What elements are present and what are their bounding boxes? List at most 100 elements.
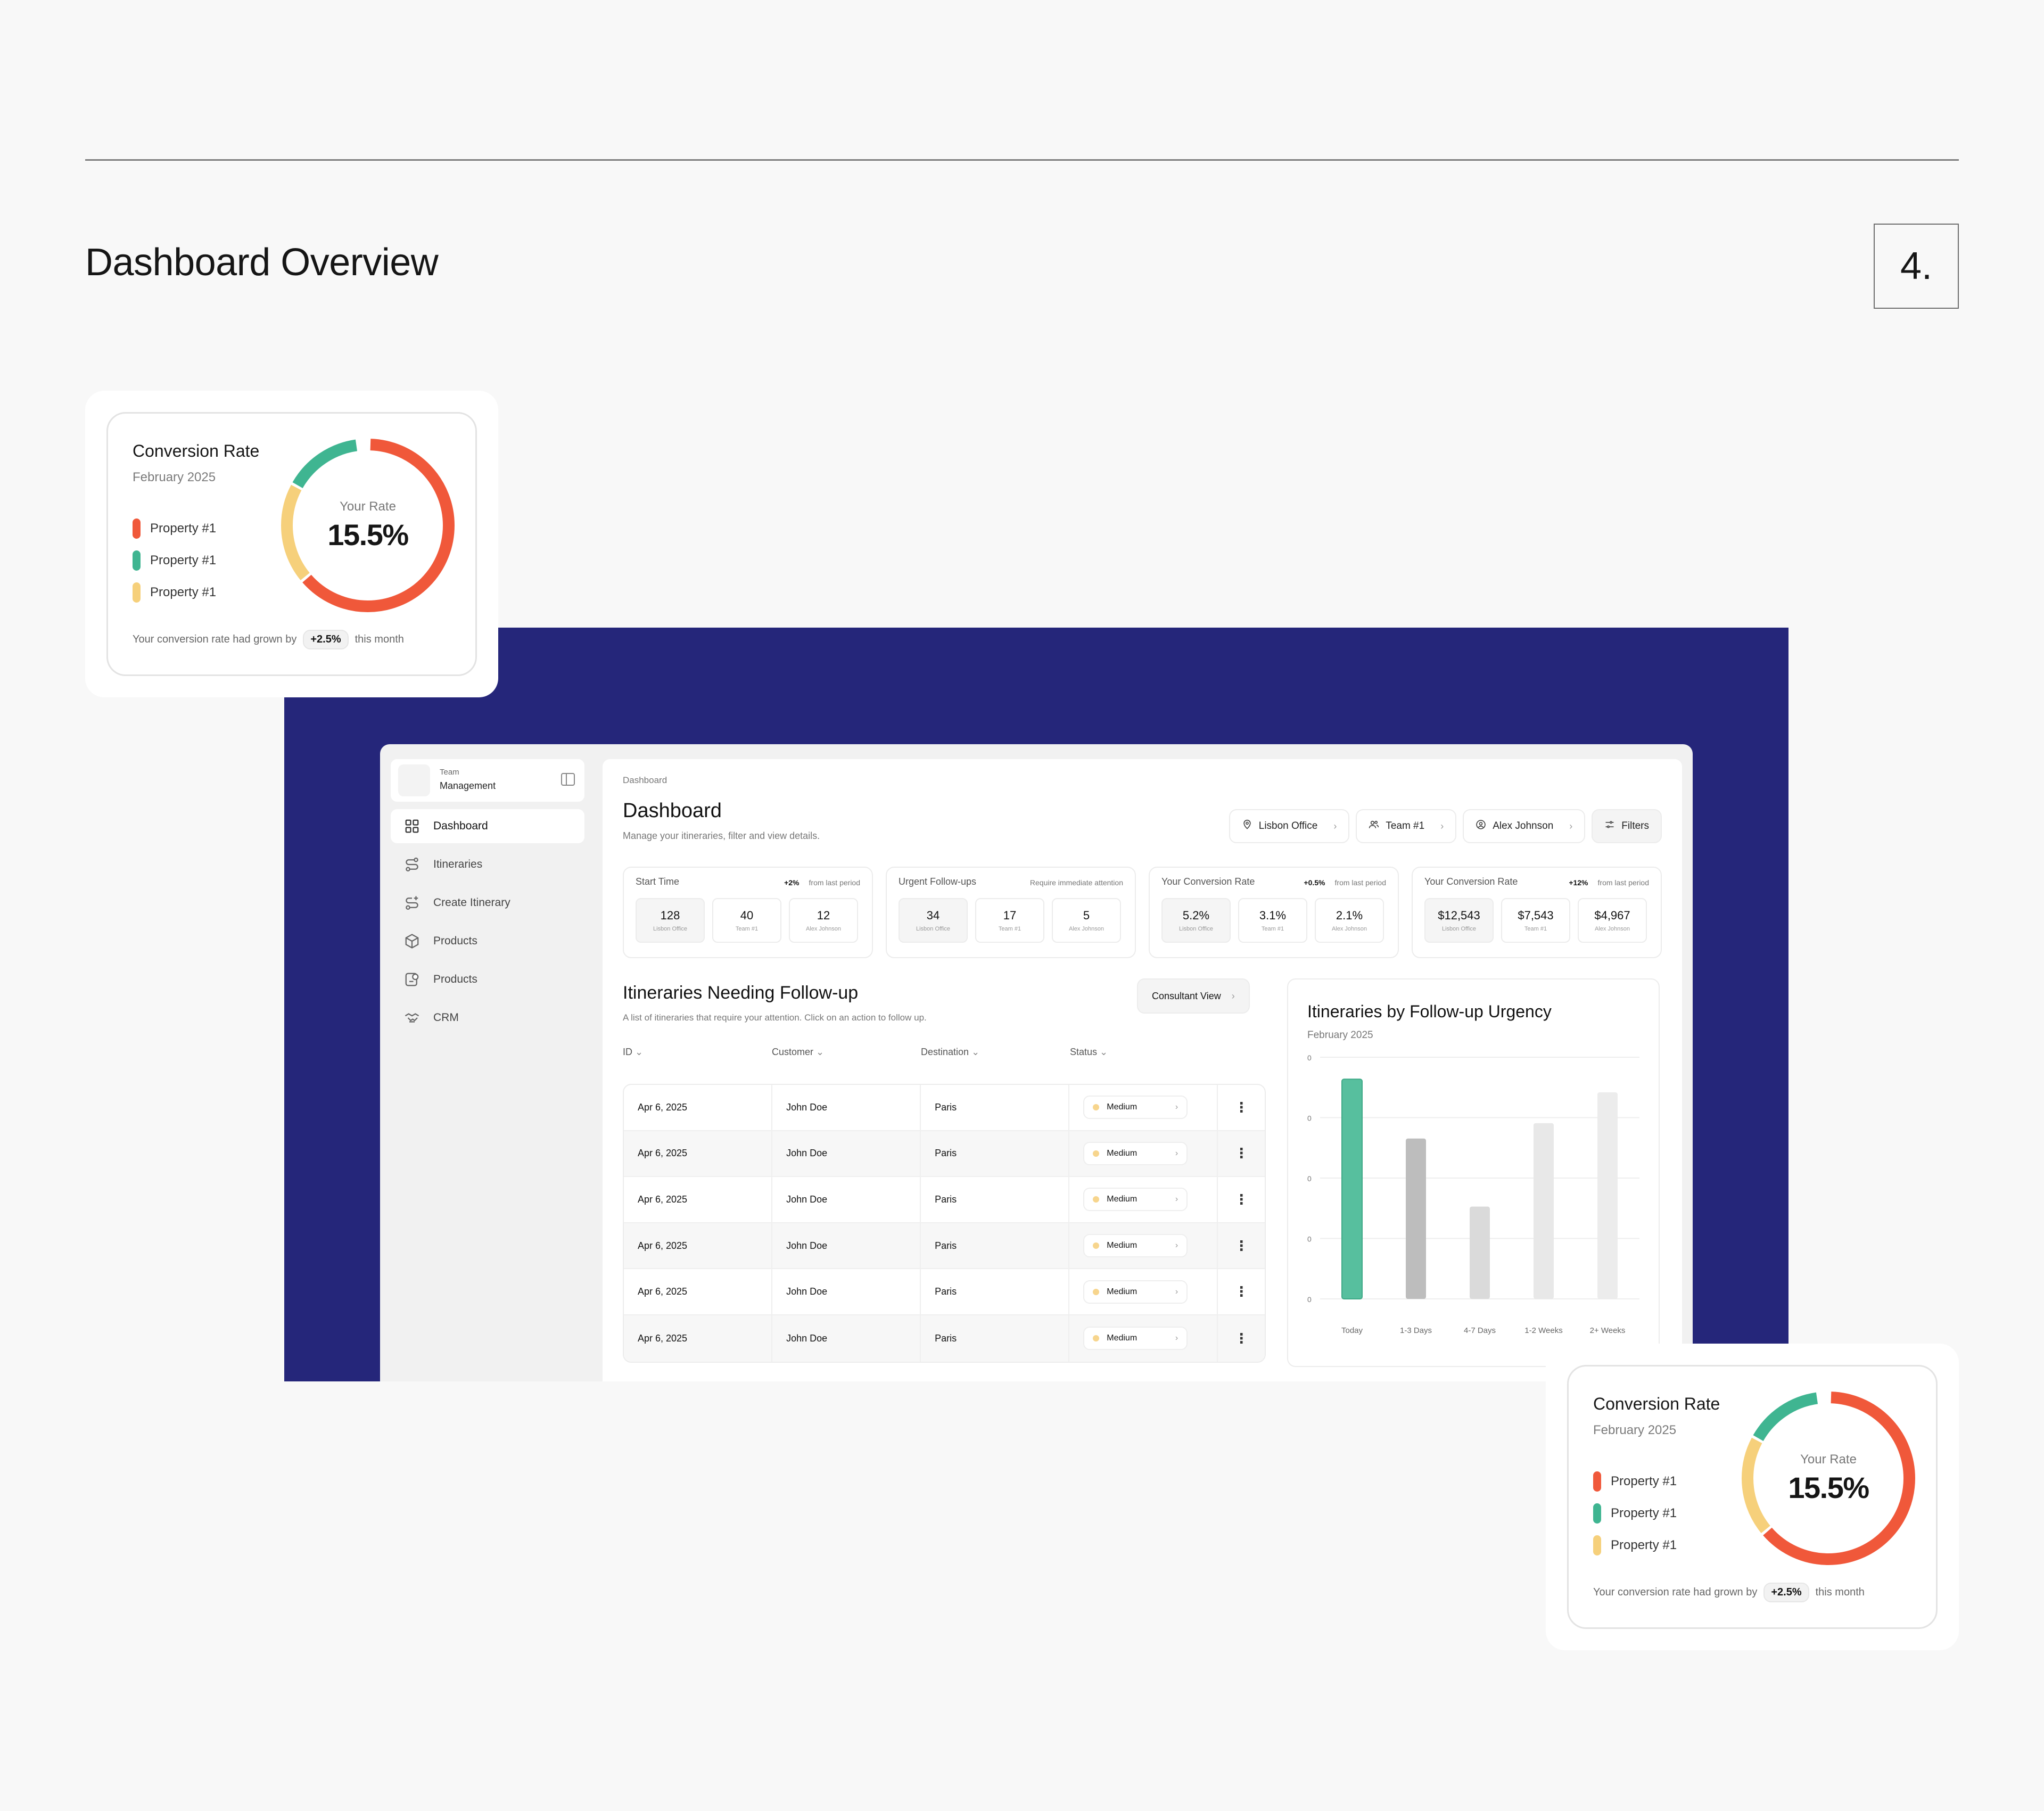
legend-swatch <box>133 550 141 571</box>
cell-customer: John Doe <box>772 1085 921 1130</box>
status-badge[interactable]: Medium › <box>1083 1188 1188 1212</box>
cell-status: Medium › <box>1069 1269 1218 1314</box>
stat-box[interactable]: 12 Alex Johnson <box>789 898 858 943</box>
urgency-chart-card: Itineraries by Follow-up Urgency Februar… <box>1287 978 1660 1367</box>
filter-office[interactable]: Lisbon Office › <box>1229 809 1350 843</box>
chevron-right-icon: › <box>1175 1148 1178 1158</box>
team-switcher[interactable]: Team Management <box>391 759 584 802</box>
filter-team[interactable]: Team #1 › <box>1356 809 1457 843</box>
more-options-icon[interactable]: ⋮ <box>1234 1191 1249 1207</box>
chevron-down-icon: ⌄ <box>971 1047 980 1057</box>
stat-box[interactable]: 34 Lisbon Office <box>899 898 968 943</box>
cell-customer: John Doe <box>772 1177 921 1222</box>
team-name: Management <box>440 780 496 791</box>
cell-customer: John Doe <box>772 1315 921 1362</box>
sidebar-item-itineraries[interactable]: Itineraries <box>391 847 584 882</box>
breadcrumb[interactable]: Dashboard <box>623 775 667 785</box>
conversion-legend: Property #1 Property #1 Property #1 <box>133 513 216 608</box>
page-title: Dashboard Overview <box>85 241 439 284</box>
status-badge[interactable]: Medium › <box>1083 1327 1188 1351</box>
cell-status: Medium › <box>1069 1085 1218 1130</box>
stat-delta: Require immediate attention <box>1029 878 1123 887</box>
status-dot <box>1093 1196 1100 1203</box>
column-header-destination[interactable]: Destination ⌄ <box>921 1047 980 1057</box>
stat-box[interactable]: 2.1% Alex Johnson <box>1315 898 1384 943</box>
stat-box[interactable]: $4,967 Alex Johnson <box>1578 898 1647 943</box>
donut-center: Your Rate 15.5% <box>1738 1388 1919 1569</box>
column-header-status[interactable]: Status ⌄ <box>1070 1047 1108 1057</box>
table-row[interactable]: Apr 6, 2025 John Doe Paris Medium › ⋮ <box>624 1223 1265 1270</box>
sidebar-item-create-itinerary[interactable]: Create Itinerary <box>391 886 584 920</box>
table-row[interactable]: Apr 6, 2025 John Doe Paris Medium › ⋮ <box>624 1085 1265 1131</box>
stat-title: Your Conversion Rate <box>1424 876 1518 887</box>
route-plus-icon <box>403 894 421 911</box>
column-header-id[interactable]: ID ⌄ <box>623 1047 644 1057</box>
bar-today[interactable] <box>1341 1079 1363 1299</box>
conversion-title: Conversion Rate <box>1593 1394 1720 1413</box>
sidebar-item-crm[interactable]: CRM <box>391 1001 584 1035</box>
stat-box[interactable]: 40 Team #1 <box>712 898 781 943</box>
sidebar-item-products[interactable]: Products <box>391 924 584 958</box>
sidebar-item-label: Itineraries <box>433 858 483 870</box>
stat-box[interactable]: 3.1% Team #1 <box>1238 898 1307 943</box>
status-dot <box>1093 1150 1100 1157</box>
sidebar-toggle-icon[interactable] <box>561 773 575 786</box>
cell-destination: Paris <box>921 1177 1070 1222</box>
status-badge[interactable]: Medium › <box>1083 1141 1188 1165</box>
cell-id: Apr 6, 2025 <box>624 1085 773 1130</box>
cell-destination: Paris <box>921 1269 1070 1314</box>
sidebar-item-products-2[interactable]: Products <box>391 962 584 997</box>
y-tick-label: 0 <box>1307 1174 1312 1183</box>
sidebar-nav: Dashboard Itineraries Create Itinerary P… <box>391 809 584 1039</box>
legend-swatch <box>133 518 141 539</box>
gear-box-icon <box>403 971 421 988</box>
stat-box[interactable]: 5 Alex Johnson <box>1052 898 1121 943</box>
more-options-icon[interactable]: ⋮ <box>1234 1099 1249 1115</box>
cell-destination: Paris <box>921 1315 1070 1362</box>
cell-destination: Paris <box>921 1131 1070 1176</box>
table-header: ID ⌄ Customer ⌄ Destination ⌄ Status ⌄ <box>623 1047 1266 1058</box>
user-icon <box>1476 819 1486 833</box>
column-header-customer[interactable]: Customer ⌄ <box>772 1047 825 1057</box>
bar-4-7-days[interactable] <box>1470 1206 1490 1299</box>
legend-swatch <box>133 582 141 603</box>
status-badge[interactable]: Medium › <box>1083 1096 1188 1119</box>
stat-card-revenue: Your Conversion Rate +12% from last perio… <box>1412 867 1662 958</box>
stat-delta: +2% from last period <box>784 878 860 887</box>
legend-swatch <box>1593 1471 1601 1492</box>
more-options-icon[interactable]: ⋮ <box>1234 1283 1249 1300</box>
bar-1-3-days[interactable] <box>1406 1138 1426 1299</box>
legend-item: Property #1 <box>1593 1529 1677 1561</box>
more-options-icon[interactable]: ⋮ <box>1234 1237 1249 1254</box>
stat-box[interactable]: 5.2% Lisbon Office <box>1161 898 1231 943</box>
stat-box[interactable]: $7,543 Team #1 <box>1501 898 1570 943</box>
page-number-box: 4. <box>1874 224 1959 309</box>
chevron-right-icon: › <box>1231 990 1235 1001</box>
bar-1-2-weeks[interactable] <box>1534 1123 1554 1299</box>
donut-segment-yellow <box>281 439 455 612</box>
status-badge[interactable]: Medium › <box>1083 1280 1188 1304</box>
filter-user[interactable]: Alex Johnson › <box>1463 809 1586 843</box>
stats-row: Start Time +2% from last period 128 Lisbon… <box>623 867 1662 958</box>
chevron-right-icon: › <box>1175 1195 1178 1204</box>
consultant-view-button[interactable]: Consultant View › <box>1137 978 1250 1014</box>
table-row[interactable]: Apr 6, 2025 John Doe Paris Medium › ⋮ <box>624 1269 1265 1315</box>
stat-delta: +0.5% from last period <box>1304 878 1386 887</box>
more-options-icon[interactable]: ⋮ <box>1234 1145 1249 1162</box>
sidebar-item-dashboard[interactable]: Dashboard <box>391 809 584 843</box>
table-row[interactable]: Apr 6, 2025 John Doe Paris Medium › ⋮ <box>624 1131 1265 1178</box>
stat-box[interactable]: $12,543 Lisbon Office <box>1424 898 1494 943</box>
rate-value: 15.5% <box>1788 1470 1869 1504</box>
chevron-down-icon: ⌄ <box>1100 1047 1108 1057</box>
bar-2-weeks[interactable] <box>1597 1092 1618 1299</box>
filters-button[interactable]: Filters <box>1592 809 1662 843</box>
chevron-right-icon: › <box>1569 820 1573 832</box>
stat-box[interactable]: 17 Team #1 <box>975 898 1044 943</box>
table-row[interactable]: Apr 6, 2025 John Doe Paris Medium › ⋮ <box>624 1315 1265 1362</box>
more-options-icon[interactable]: ⋮ <box>1234 1330 1249 1346</box>
stat-box[interactable]: 128 Lisbon Office <box>636 898 705 943</box>
dashboard-description: Manage your itineraries, filter and view… <box>623 830 820 841</box>
status-badge[interactable]: Medium › <box>1083 1234 1188 1258</box>
table-row[interactable]: Apr 6, 2025 John Doe Paris Medium › ⋮ <box>624 1177 1265 1223</box>
x-tick-label: Today <box>1341 1326 1363 1335</box>
